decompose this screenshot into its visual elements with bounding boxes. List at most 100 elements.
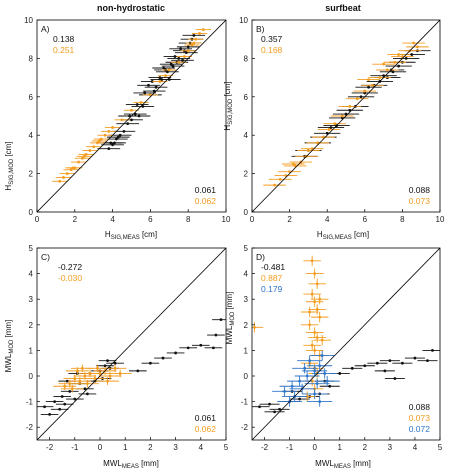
y-tick-label: 6 xyxy=(244,93,249,102)
data-point xyxy=(313,331,317,334)
data-point xyxy=(382,62,385,66)
series-black xyxy=(291,49,431,158)
plot-area xyxy=(252,20,440,212)
data-point xyxy=(60,395,64,398)
y-tick-label: 2 xyxy=(244,321,249,330)
x-tick-label: 4 xyxy=(413,443,418,452)
data-point xyxy=(183,55,186,58)
stat-bottom-black: 0.061 xyxy=(195,185,217,195)
data-point xyxy=(350,366,354,370)
data-point xyxy=(212,346,215,350)
data-point xyxy=(118,133,122,137)
x-tick-label: -1 xyxy=(71,443,79,452)
panel-label: B) xyxy=(256,24,265,34)
stat-top-orange: 0.251 xyxy=(53,45,75,55)
stat-top-black: 0.357 xyxy=(261,34,283,44)
h-xlabel-right: HSIG,MEAS [cm] xyxy=(317,230,369,241)
y-tick-label: 3 xyxy=(29,295,34,304)
data-point xyxy=(65,379,69,383)
y-tick-label: 4 xyxy=(29,270,34,279)
data-point xyxy=(393,377,397,380)
data-point xyxy=(340,114,344,118)
data-point xyxy=(273,410,276,414)
data-point xyxy=(308,359,312,363)
data-point xyxy=(355,97,359,101)
data-point xyxy=(147,83,150,87)
y-tick-label: 10 xyxy=(24,16,33,25)
axes-frame xyxy=(251,247,441,441)
data-point xyxy=(298,397,302,401)
data-point xyxy=(98,372,102,375)
data-point xyxy=(107,147,111,151)
y-tick-label: 0 xyxy=(244,208,249,217)
data-point xyxy=(401,361,404,365)
stat-bottom-orange: 0.073 xyxy=(409,413,431,423)
data-point xyxy=(320,354,324,357)
stat-bottom-orange: 0.062 xyxy=(195,196,217,206)
data-point xyxy=(363,364,367,368)
y-tick-label: -1 xyxy=(241,398,249,407)
data-point xyxy=(161,356,165,360)
data-point xyxy=(136,369,140,373)
data-point xyxy=(329,126,333,129)
stat-top-black: 0.138 xyxy=(53,34,75,44)
data-point xyxy=(363,91,367,95)
data-point xyxy=(154,85,158,89)
data-point xyxy=(391,70,395,74)
data-point xyxy=(109,141,113,145)
y-tick-label: 8 xyxy=(244,54,249,63)
x-tick-label: 4 xyxy=(325,215,330,224)
x-tick-label: 2 xyxy=(73,215,78,224)
data-point xyxy=(181,58,184,62)
data-point xyxy=(219,318,223,322)
data-point xyxy=(149,361,152,365)
data-point xyxy=(313,392,317,396)
panel-label: A) xyxy=(41,24,50,34)
x-tick-label: 2 xyxy=(148,443,153,452)
data-point xyxy=(214,333,218,337)
y-tick-label: 2 xyxy=(29,321,34,330)
data-point xyxy=(96,366,99,370)
data-point xyxy=(68,382,72,386)
data-point xyxy=(103,364,107,368)
y-tick-label: 4 xyxy=(244,270,249,279)
x-tick-label: 2 xyxy=(287,215,292,224)
column-title-left: non-hydrostatic xyxy=(97,3,165,13)
data-point xyxy=(80,366,84,370)
data-point xyxy=(310,259,314,263)
data-point xyxy=(367,78,370,81)
data-point xyxy=(48,413,51,416)
data-point xyxy=(313,272,317,275)
data-point xyxy=(43,405,46,409)
data-point xyxy=(173,55,177,58)
data-point xyxy=(385,68,389,72)
data-point xyxy=(412,41,416,45)
data-point xyxy=(397,53,401,56)
y-tick-label: 5 xyxy=(244,244,249,253)
data-point xyxy=(108,374,112,378)
data-point xyxy=(318,315,322,319)
x-tick-label: 5 xyxy=(438,443,443,452)
data-point xyxy=(315,336,319,339)
y-tick-label: 10 xyxy=(239,16,248,25)
mwl-xlabel-right: MWLMEAS [mm] xyxy=(315,459,371,470)
data-point xyxy=(120,118,124,122)
x-tick-label: 0 xyxy=(98,443,103,452)
data-point xyxy=(315,282,319,286)
data-point xyxy=(194,37,198,41)
panel-label: C) xyxy=(41,252,50,262)
svg-text:HSIG,MOD [cm]: HSIG,MOD [cm] xyxy=(4,141,15,190)
y-tick-label: 5 xyxy=(29,244,34,253)
one-to-one-line xyxy=(37,248,226,440)
data-point xyxy=(308,310,312,314)
data-point xyxy=(166,70,169,74)
data-point xyxy=(318,364,322,368)
data-point xyxy=(199,343,203,347)
data-point xyxy=(268,402,271,406)
y-tick-label: 2 xyxy=(29,170,34,179)
data-point xyxy=(83,387,87,391)
h-ylabel-right: HSIG,MOD [cm] xyxy=(223,81,234,130)
one-to-one-line xyxy=(37,20,226,212)
data-point xyxy=(114,137,118,141)
